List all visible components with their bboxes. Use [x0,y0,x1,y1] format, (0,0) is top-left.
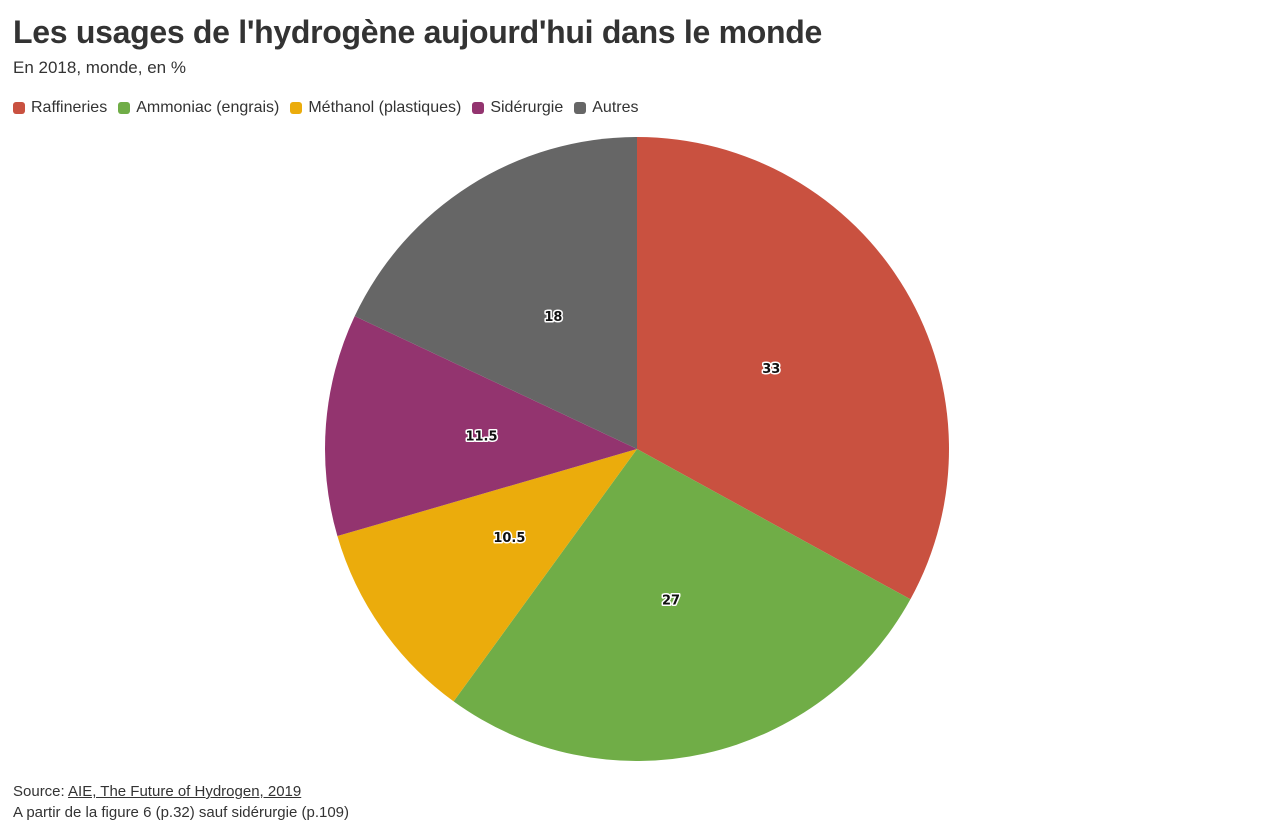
pie-labels: 33 27 10.5 11.5 18 [464,308,782,610]
legend-label: Raffineries [31,99,108,116]
legend-label: Autres [592,99,639,116]
data-label-siderurgie: 11.5 [465,429,497,444]
source-link[interactable]: AIE, The Future of Hydrogen, 2019 [68,783,302,800]
source-prefix: Source: [13,783,69,800]
pie-slice-autres[interactable] [354,136,637,449]
pie-slice-methanol[interactable] [337,449,637,702]
pie-slice-siderurgie[interactable] [325,316,637,537]
legend-item-siderurgie[interactable]: Sidérurgie [472,99,563,117]
legend-swatch [290,102,303,114]
legend-item-raffineries[interactable]: Raffineries [13,99,107,117]
legend-swatch [13,102,25,114]
data-label-methanol: 10.5 [493,531,525,546]
footer-note: A partir de la figure 6 (p.32) sauf sidé… [13,804,350,821]
legend-label: Ammoniac (engrais) [136,99,280,116]
legend-swatch [472,102,485,114]
data-label-raffineries: 33 [762,362,780,377]
legend-item-methanol[interactable]: Méthanol (plastiques) [290,99,461,117]
data-label-autres: 18 [544,310,562,325]
source-line: Source: AIE, The Future of Hydrogen, 201… [13,781,349,802]
legend-item-autres[interactable]: Autres [574,99,639,117]
pie-slices [325,136,949,761]
chart-subtitle: En 2018, monde, en % [13,58,186,77]
legend-label: Sidérurgie [490,99,564,116]
legend-item-ammoniac[interactable]: Ammoniac (engrais) [118,99,279,117]
legend-swatch [118,102,131,114]
legend: Raffineries Ammoniac (engrais) Méthanol … [13,99,650,117]
data-label-ammoniac: 27 [662,594,680,609]
chart-footer: Source: AIE, The Future of Hydrogen, 201… [13,781,349,823]
legend-label: Méthanol (plastiques) [308,99,462,116]
pie-slice-ammoniac[interactable] [453,449,911,761]
chart-title: Les usages de l'hydrogène aujourd'hui da… [13,14,822,50]
pie-slice-raffineries[interactable] [637,137,949,600]
legend-swatch [574,102,587,114]
